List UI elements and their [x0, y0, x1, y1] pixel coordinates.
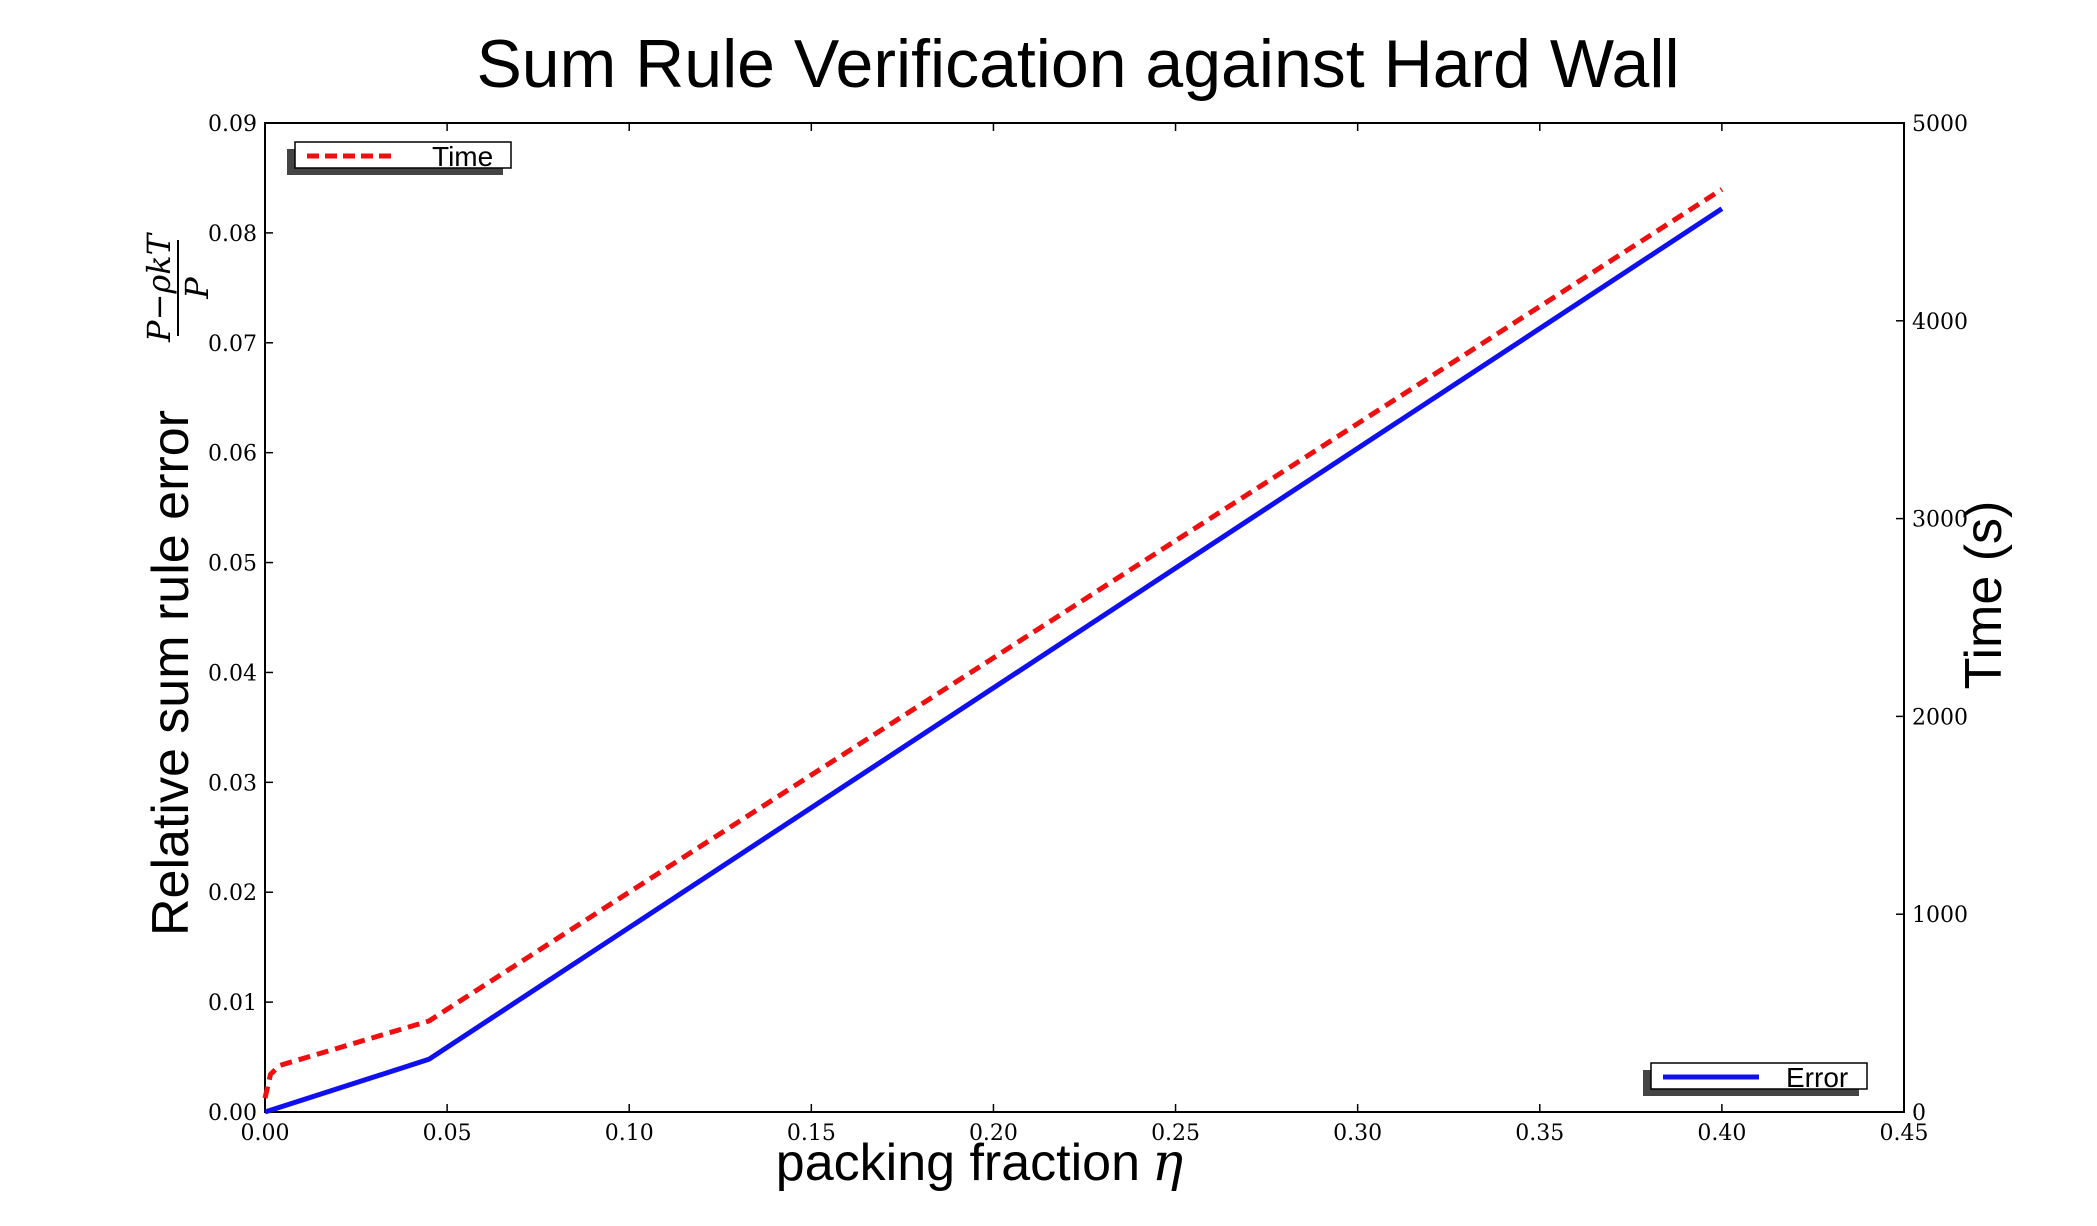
- x-axis-ticks: 0.00 0.05 0.10 0.15 0.20 0.25 0.30 0.35 0.40 0.45: [241, 123, 1929, 1146]
- x-axis-label: packing fraction: [776, 1134, 1140, 1192]
- y2-tick-label: 5000: [1912, 112, 1968, 137]
- x-tick-label: 0.05: [423, 1121, 472, 1146]
- series-layer: [262, 187, 1724, 1115]
- y-tick-label: 0.00: [208, 1101, 257, 1126]
- y2-tick-label: 3000: [1912, 508, 1968, 533]
- y-axis-label: Relative sum rule error: [142, 410, 200, 936]
- x-tick-label: 0.45: [1880, 1121, 1929, 1146]
- y-tick-label: 0.04: [208, 661, 257, 686]
- y2-axis-ticks: 0 1000 2000 3000 4000 5000: [1896, 112, 1968, 1126]
- x-tick-label: 0.30: [1333, 1121, 1382, 1146]
- plot-frame: [264, 122, 1905, 1113]
- y-tick-label: 0.05: [208, 552, 257, 577]
- x-tick-label: 0.20: [969, 1121, 1018, 1146]
- series-line-error: [264, 206, 1724, 1115]
- y-axis-fraction-denominator: P: [178, 277, 216, 300]
- x-tick-label: 0.25: [1151, 1121, 1200, 1146]
- y2-axis-label: Time (s): [1955, 501, 2013, 690]
- y2-tick-label: 4000: [1912, 310, 1968, 335]
- y2-tick-label: 1000: [1912, 903, 1968, 928]
- legend-time-label: Time: [432, 141, 493, 172]
- y-axis-label-group: Relative sum rule error P−ρkT P: [140, 231, 216, 936]
- y2-tick-label: 0: [1912, 1101, 1926, 1126]
- legend-time: Time: [287, 141, 512, 175]
- chart-title: Sum Rule Verification against Hard Wall: [476, 26, 1679, 102]
- y-tick-label: 0.06: [208, 442, 257, 467]
- series-line-time: [262, 187, 1724, 1099]
- x-axis-symbol: η: [1152, 1133, 1183, 1193]
- y-tick-label: 0.03: [208, 771, 257, 796]
- y-axis-ticks: 0.00 0.01 0.02 0.03 0.04 0.05 0.06 0.07 0.08 0.09: [208, 112, 273, 1126]
- x-tick-label: 0.10: [605, 1121, 654, 1146]
- y-tick-label: 0.08: [208, 222, 257, 247]
- legend-error: Error: [1643, 1062, 1868, 1096]
- y-tick-label: 0.01: [208, 991, 257, 1016]
- x-tick-label: 0.40: [1697, 1121, 1746, 1146]
- y-tick-label: 0.07: [208, 332, 257, 357]
- y-tick-label: 0.09: [208, 112, 257, 137]
- y-axis-fraction-numerator: P−ρkT: [140, 231, 178, 343]
- x-tick-label: 0.15: [787, 1121, 836, 1146]
- y2-tick-label: 2000: [1912, 705, 1968, 730]
- legend-error-label: Error: [1786, 1062, 1848, 1093]
- x-tick-label: 0.35: [1515, 1121, 1564, 1146]
- y-tick-label: 0.02: [208, 881, 257, 906]
- x-tick-label: 0.00: [241, 1121, 290, 1146]
